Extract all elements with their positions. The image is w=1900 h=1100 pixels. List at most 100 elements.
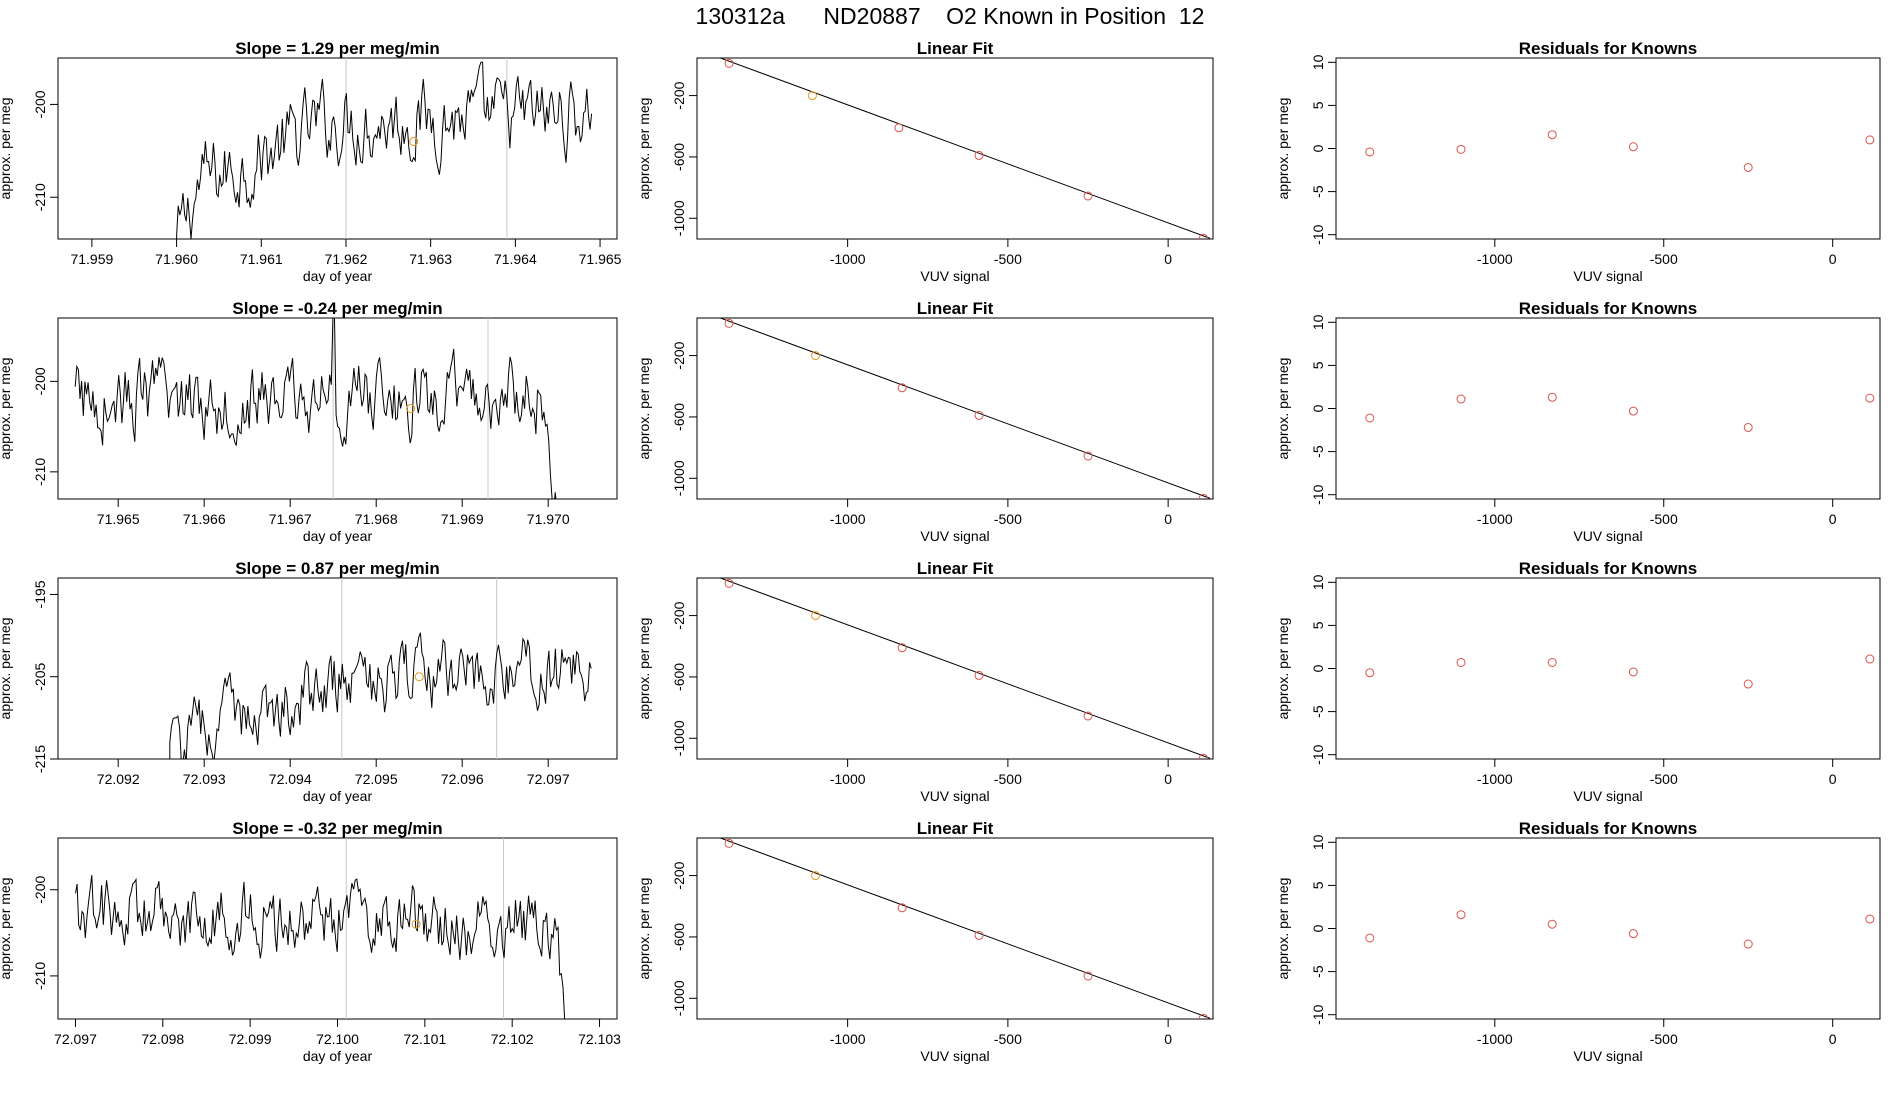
plot-area bbox=[1365, 130, 1875, 172]
data-point bbox=[1198, 493, 1208, 499]
x-tick-label: 71.970 bbox=[527, 511, 570, 527]
plot-area bbox=[1365, 392, 1875, 432]
y-tick-label: -600 bbox=[671, 663, 687, 691]
plot-frame bbox=[57, 317, 618, 500]
x-tick-label: 71.961 bbox=[240, 251, 283, 267]
x-axis-label: VUV signal bbox=[920, 1048, 989, 1064]
series-line bbox=[169, 632, 592, 759]
y-tick-label: -600 bbox=[671, 923, 687, 951]
x-tick-label: 72.093 bbox=[183, 771, 226, 787]
panel-title: Residuals for Knowns bbox=[1519, 559, 1698, 578]
y-axis-label: approx. per meg bbox=[636, 618, 652, 720]
fit-line bbox=[718, 318, 1210, 499]
series-line bbox=[75, 875, 566, 1019]
y-tick-label: -600 bbox=[671, 143, 687, 171]
highlight-point bbox=[811, 871, 821, 881]
x-tick-label: -500 bbox=[994, 771, 1022, 787]
x-tick-label: 71.959 bbox=[70, 251, 113, 267]
x-axis-label: VUV signal bbox=[1573, 528, 1642, 544]
data-point bbox=[1628, 406, 1638, 416]
x-tick-label: 71.965 bbox=[97, 511, 140, 527]
panel-7: Slope = 0.87 per meg/min 72.092 72.093 72.0… bbox=[0, 559, 618, 804]
data-point bbox=[974, 150, 984, 160]
data-point bbox=[1083, 191, 1093, 201]
plot-area bbox=[718, 318, 1210, 499]
data-point bbox=[1365, 668, 1375, 678]
fit-line bbox=[718, 58, 1210, 239]
y-tick-label: -10 bbox=[1310, 224, 1326, 244]
x-tick-label: 0 bbox=[1164, 771, 1172, 787]
data-point bbox=[1198, 233, 1208, 239]
y-tick-label: -600 bbox=[671, 403, 687, 431]
data-point bbox=[1456, 910, 1466, 920]
plot-frame bbox=[696, 577, 1214, 760]
x-tick-label: 71.960 bbox=[155, 251, 198, 267]
data-point bbox=[1743, 679, 1753, 689]
data-point bbox=[1365, 147, 1375, 157]
x-tick-label: -500 bbox=[1650, 251, 1678, 267]
data-point bbox=[1083, 711, 1093, 721]
x-tick-label: -1000 bbox=[1477, 771, 1513, 787]
panel-title: Slope = -0.24 per meg/min bbox=[232, 299, 442, 318]
y-tick-label: -10 bbox=[1310, 1004, 1326, 1024]
x-tick-label: 72.100 bbox=[316, 1031, 359, 1047]
data-point bbox=[974, 670, 984, 680]
plot-area bbox=[1365, 654, 1875, 689]
x-tick-label: 0 bbox=[1829, 511, 1837, 527]
y-tick-label: -5 bbox=[1310, 445, 1326, 458]
x-tick-label: 72.103 bbox=[578, 1031, 621, 1047]
y-axis-label: approx. per meg bbox=[1275, 98, 1291, 200]
x-tick-label: 0 bbox=[1829, 771, 1837, 787]
panel-2: Linear Fit -1000 -500 0 VUV signal -200 -600 -1… bbox=[636, 39, 1214, 284]
panel-8: Linear Fit -1000 -500 0 VUV signal -200 -600 -1… bbox=[636, 559, 1214, 804]
x-tick-label: 71.967 bbox=[269, 511, 312, 527]
y-axis-label: approx. per meg bbox=[0, 878, 13, 980]
panel-6: Residuals for Knowns -1000 -500 0 VUV signal… bbox=[1275, 299, 1881, 544]
y-axis-label: approx. per meg bbox=[1275, 878, 1291, 980]
x-tick-label: 0 bbox=[1164, 251, 1172, 267]
y-tick-label: -215 bbox=[32, 745, 48, 773]
plot-area bbox=[169, 578, 592, 759]
x-tick-label: 72.101 bbox=[403, 1031, 446, 1047]
data-point bbox=[974, 410, 984, 420]
data-point bbox=[1456, 144, 1466, 154]
x-tick-label: -500 bbox=[1650, 511, 1678, 527]
y-tick-label: -1000 bbox=[671, 720, 687, 756]
panel-9: Residuals for Knowns -1000 -500 0 VUV signal… bbox=[1275, 559, 1881, 804]
y-axis-label: approx. per meg bbox=[636, 98, 652, 200]
panel-title: Linear Fit bbox=[917, 559, 994, 578]
y-tick-label: -200 bbox=[671, 861, 687, 889]
y-tick-label: -200 bbox=[32, 90, 48, 118]
y-tick-label: 5 bbox=[1310, 881, 1326, 889]
x-tick-label: 72.099 bbox=[229, 1031, 272, 1047]
data-point bbox=[897, 383, 907, 393]
y-tick-label: -195 bbox=[32, 580, 48, 608]
x-tick-label: -1000 bbox=[830, 511, 866, 527]
panel-title: Linear Fit bbox=[917, 819, 994, 838]
plot-area bbox=[718, 58, 1210, 239]
data-point bbox=[1547, 657, 1557, 667]
data-point bbox=[724, 838, 734, 848]
panel-title: Slope = -0.32 per meg/min bbox=[232, 819, 442, 838]
x-tick-label: 72.092 bbox=[97, 771, 140, 787]
plot-area bbox=[176, 58, 593, 239]
y-axis-label: approx. per meg bbox=[0, 98, 13, 200]
y-tick-label: 10 bbox=[1310, 834, 1326, 850]
x-axis-label: VUV signal bbox=[920, 268, 989, 284]
x-axis-label: VUV signal bbox=[1573, 788, 1642, 804]
data-point bbox=[724, 578, 734, 588]
x-tick-label: -1000 bbox=[1477, 251, 1513, 267]
y-tick-label: -210 bbox=[32, 458, 48, 486]
x-tick-label: 72.097 bbox=[527, 771, 570, 787]
x-tick-label: 0 bbox=[1164, 511, 1172, 527]
plot-area bbox=[718, 838, 1210, 1019]
y-tick-label: -200 bbox=[32, 875, 48, 903]
x-axis-label: VUV signal bbox=[1573, 1048, 1642, 1064]
x-tick-label: 0 bbox=[1829, 1031, 1837, 1047]
x-tick-label: -500 bbox=[994, 1031, 1022, 1047]
x-tick-label: -1000 bbox=[830, 251, 866, 267]
panel-1: Slope = 1.29 per meg/min 71.959 71.960 71.9… bbox=[0, 39, 622, 284]
y-tick-label: -200 bbox=[671, 341, 687, 369]
x-axis-label: day of year bbox=[303, 1048, 373, 1064]
panel-10: Slope = -0.32 per meg/min 72.097 72.098 72.… bbox=[0, 819, 621, 1064]
